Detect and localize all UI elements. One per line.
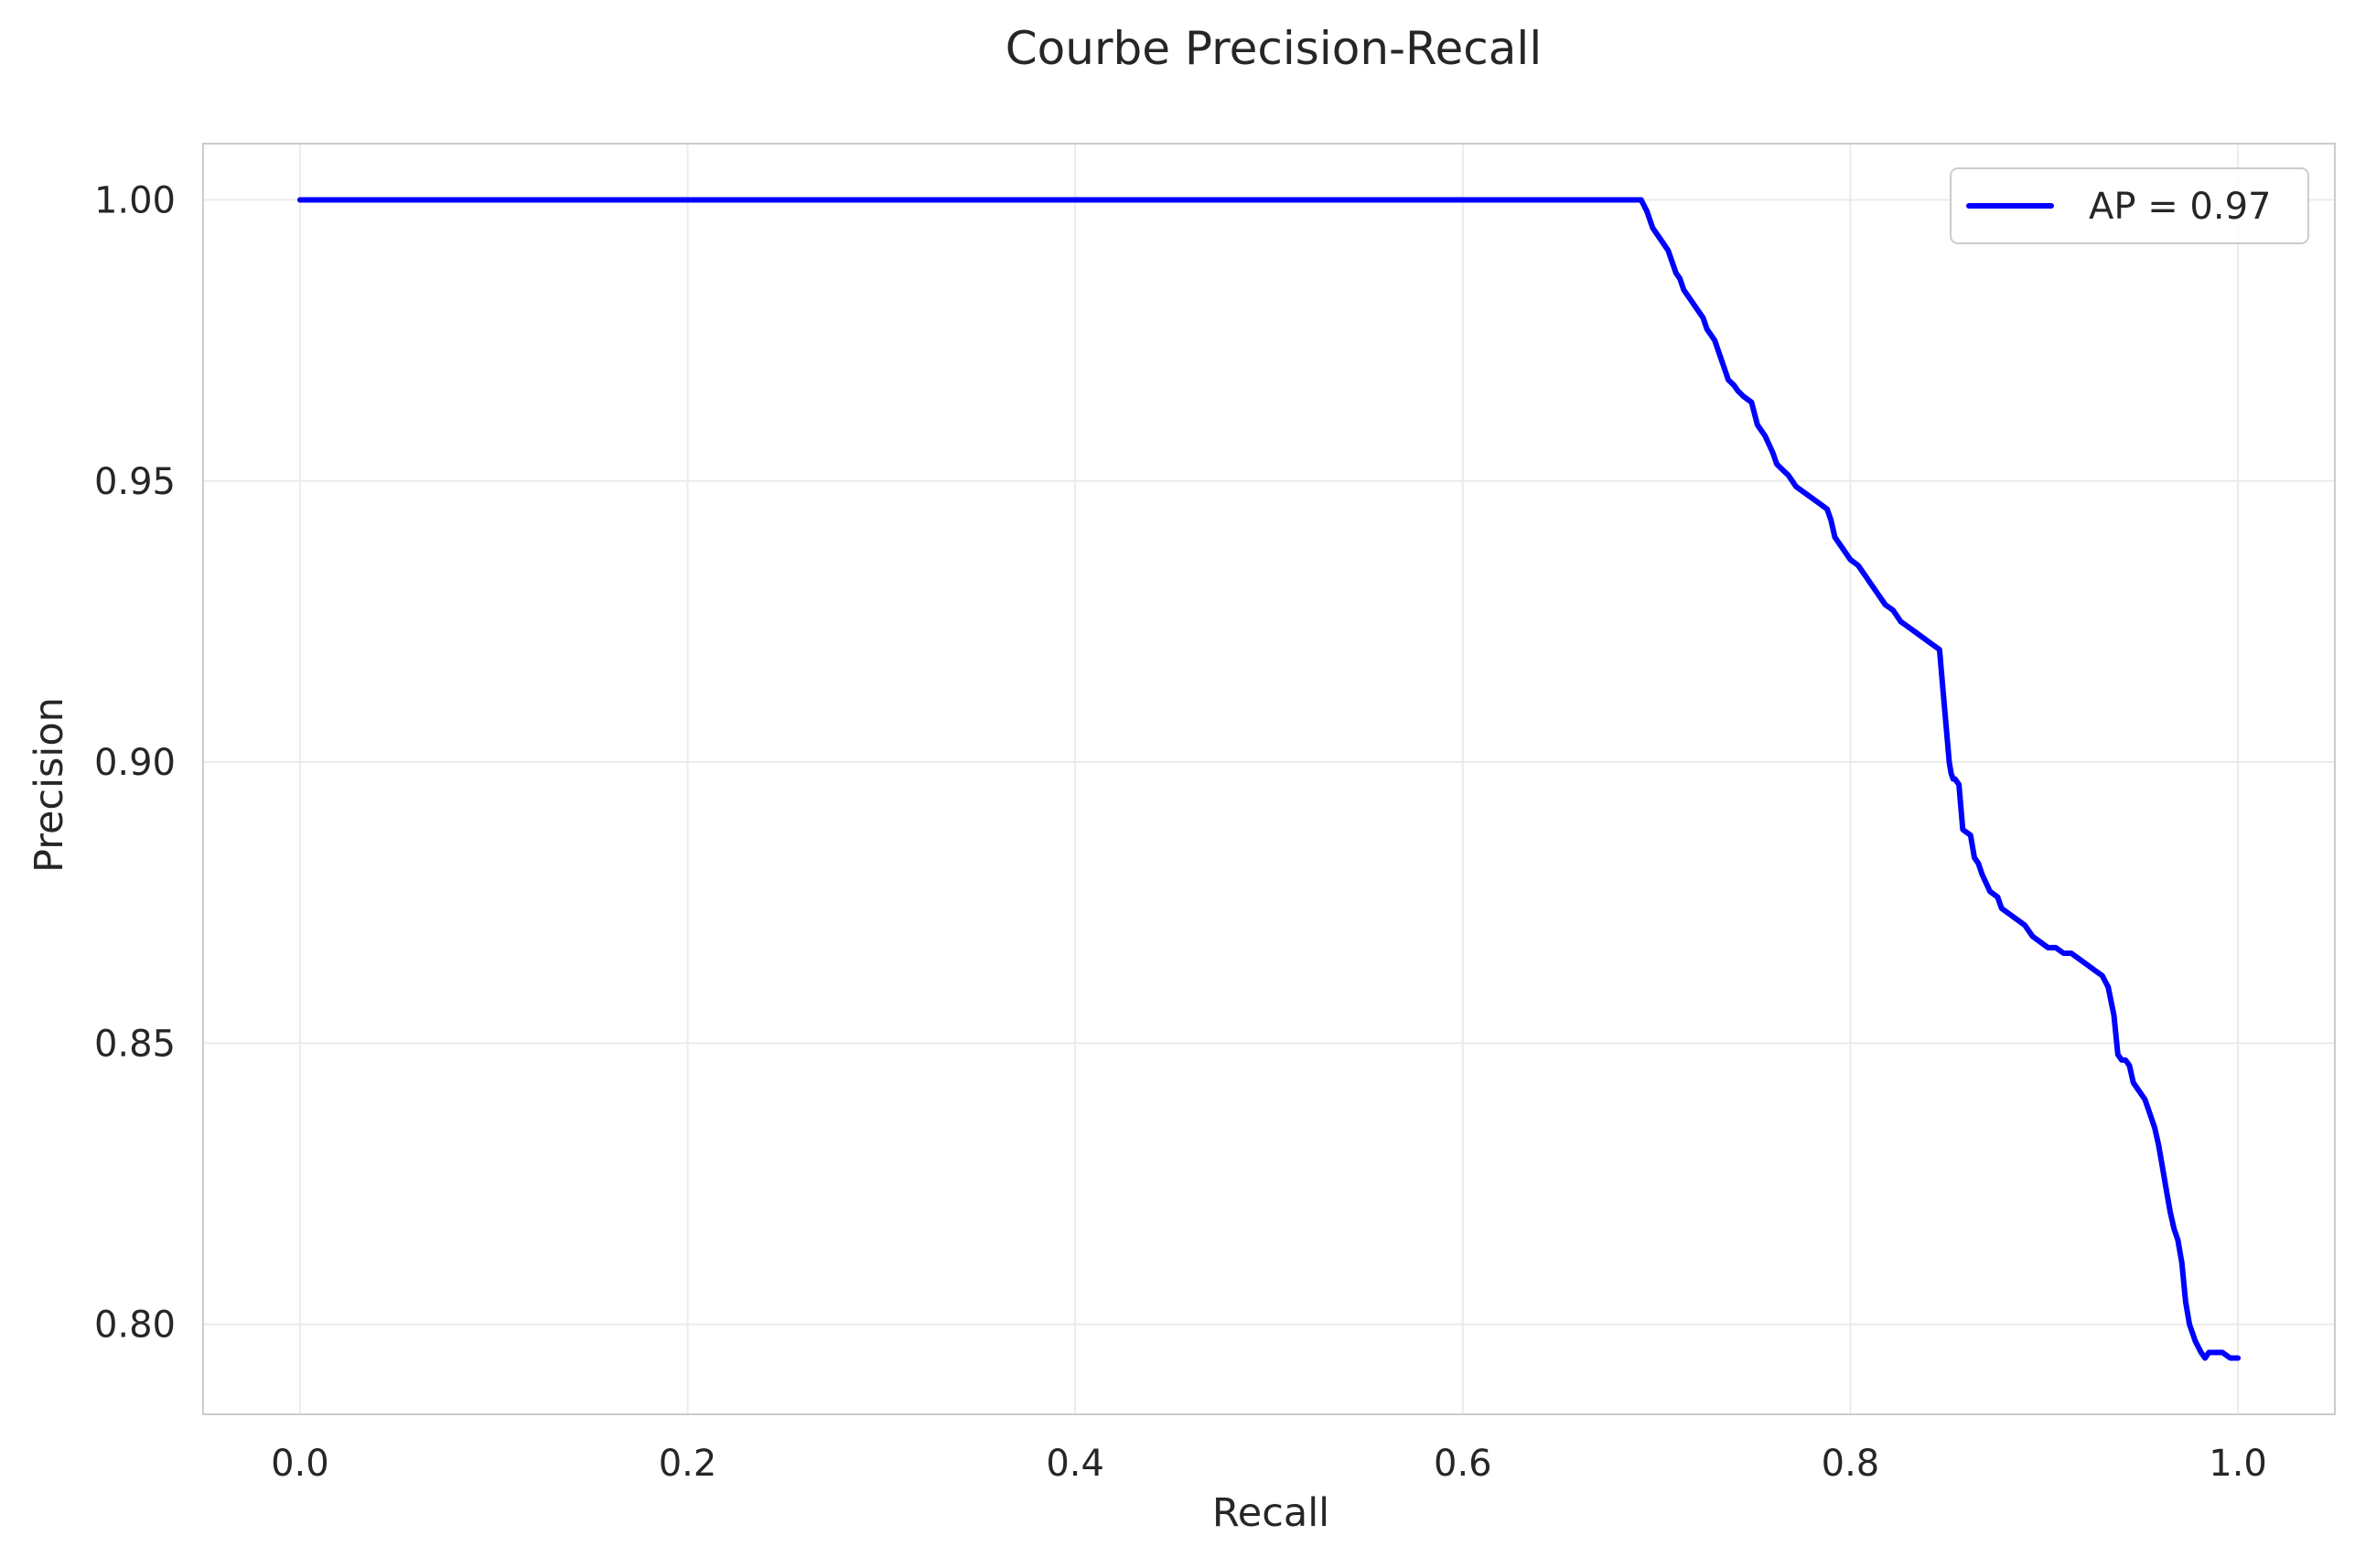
plot-area-frame (202, 143, 2336, 1415)
series-line-0 (296, 197, 2242, 1361)
x-tick-label: 0.4 (1046, 1443, 1104, 1485)
legend: AP = 0.97 (1950, 167, 2309, 244)
chart-title: Courbe Precision-Recall (1005, 22, 1542, 75)
y-tick-label: 0.95 (94, 461, 176, 503)
x-tick-label: 0.2 (659, 1443, 717, 1485)
x-axis-label: Recall (1212, 1490, 1329, 1536)
y-axis-label: Precision (27, 697, 72, 873)
tick-labels: 0.0 0.2 0.4 0.6 0.8 1.0 0.80 0.85 0.90 0.95 1.00 (94, 179, 2267, 1485)
y-tick-label: 0.90 (94, 742, 176, 784)
legend-entry-label: AP = 0.97 (2089, 186, 2272, 228)
y-tick-label: 0.80 (94, 1305, 176, 1347)
x-tick-label: 1.0 (2209, 1443, 2267, 1485)
legend-frame (1950, 167, 2309, 244)
series-layer (296, 197, 2242, 1361)
y-tick-label: 1.00 (94, 179, 176, 221)
x-tick-label: 0.8 (1822, 1443, 1880, 1485)
x-tick-label: 0.6 (1434, 1443, 1492, 1485)
x-tick-label: 0.0 (271, 1443, 329, 1485)
y-tick-label: 0.85 (94, 1023, 176, 1065)
